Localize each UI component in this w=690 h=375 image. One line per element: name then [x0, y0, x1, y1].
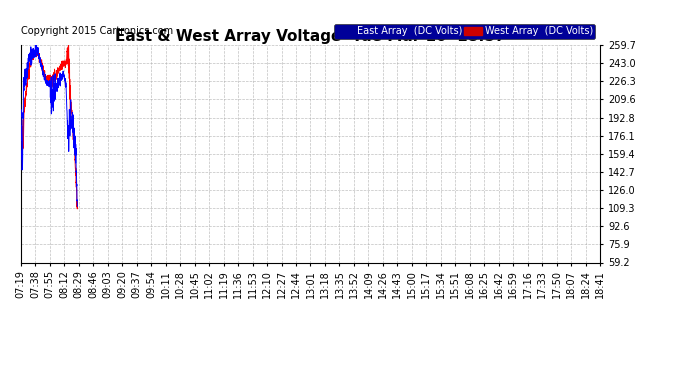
Text: Copyright 2015 Cartronics.com: Copyright 2015 Cartronics.com: [21, 26, 172, 36]
Legend: East Array  (DC Volts), West Array  (DC Volts): East Array (DC Volts), West Array (DC Vo…: [334, 24, 595, 39]
Title: East & West Array Voltage  Tue Mar 10  18:57: East & West Array Voltage Tue Mar 10 18:…: [115, 29, 506, 44]
